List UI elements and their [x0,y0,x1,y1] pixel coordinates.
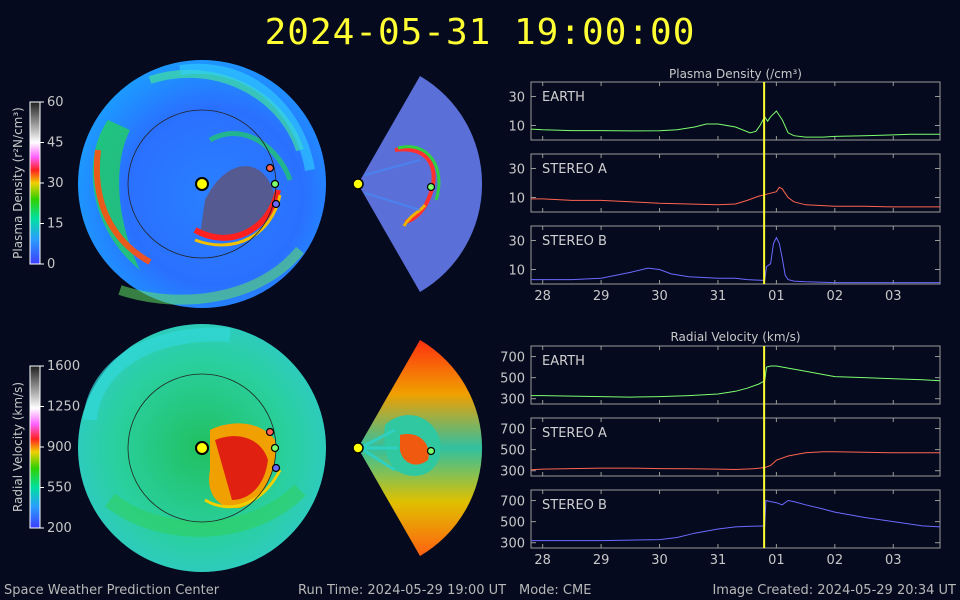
footer-org: Space Weather Prediction Center [4,583,220,598]
y-tick-label: 10 [508,264,525,279]
y-tick-label: 700 [500,423,525,438]
plot-panel-frame [530,81,941,141]
colorbar-tick-label: 0 [47,257,55,272]
x-tick-label: 01 [768,289,785,304]
plot-panel-frame [530,225,941,285]
panel-label: STEREO A [542,426,607,441]
earth-marker-density-disk [265,163,281,209]
series-line [530,110,940,138]
colorbar-title: Radial Velocity (km/s) [11,382,25,512]
footer-run-time: Run Time: 2024-05-29 19:00 UT [298,583,507,598]
colorbar-tick-label: 15 [47,217,64,232]
colorbar-tick-label: 45 [47,136,64,151]
footer-mode: Mode: CME [519,583,592,598]
velocity-colorbar [29,365,41,529]
series-line [531,186,940,208]
panel-label: EARTH [542,90,585,105]
y-tick-label: 300 [500,537,525,552]
velocity-ecliptic-disk [78,324,326,572]
sun-marker-velocity-wedge [352,442,436,456]
y-tick-label: 30 [508,235,525,250]
colorbar-tick-label: 60 [47,95,64,110]
series-line [531,499,941,542]
x-tick-label: 31 [710,553,727,568]
series-line [531,236,940,284]
sun-marker-velocity-disk [195,427,281,473]
y-tick-label: 700 [500,351,525,366]
colorbar-tick-label: 900 [47,440,72,455]
panel-label: STEREO B [542,498,607,513]
plot-panel-frame [530,489,941,549]
sun-marker-density-disk [195,177,209,191]
plot-panel-frame [530,153,941,213]
y-tick-label: 30 [508,91,525,106]
y-tick-label: 500 [500,516,525,531]
x-tick-label: 30 [651,553,668,568]
x-tick-label: 30 [651,289,668,304]
y-tick-label: 30 [508,163,525,178]
colorbar-tick-label: 200 [47,521,72,536]
colorbar-tick-label: 550 [47,481,72,496]
series-line [530,451,940,471]
y-tick-label: 10 [508,192,525,207]
density-meridional-wedge [358,76,483,292]
plot-panel-frame [530,345,941,405]
plot-panel-frame [530,417,941,477]
x-tick-label: 03 [885,553,902,568]
y-tick-label: 500 [500,372,525,387]
x-tick-label: 29 [593,553,610,568]
x-tick-label: 01 [768,553,785,568]
panel-label: EARTH [542,354,585,369]
colorbar-tick-label: 30 [47,176,64,191]
x-tick-label: 31 [710,289,727,304]
colorbar-title: Plasma Density (r²N/cm³) [11,107,25,259]
panel-label: STEREO B [542,234,607,249]
x-tick-label: 03 [885,289,902,304]
density-colorbar [29,101,41,265]
x-tick-label: 28 [534,553,551,568]
x-tick-label: 02 [827,553,844,568]
y-tick-label: 700 [500,495,525,510]
plot-title: Radial Velocity (km/s) [670,330,800,344]
panel-label: STEREO A [542,162,607,177]
footer-image-created: Image Created: 2024-05-29 20:34 UT [712,583,956,598]
sun-marker-density-wedge [352,178,436,192]
y-tick-label: 10 [508,120,525,135]
y-tick-label: 300 [500,393,525,408]
y-tick-label: 500 [500,444,525,459]
series-line [531,365,941,398]
colorbar-tick-label: 1250 [47,400,80,415]
colorbar-tick-label: 1600 [47,359,80,374]
plot-title: Plasma Density (/cm³) [669,67,802,81]
y-tick-label: 300 [500,465,525,480]
x-tick-label: 29 [593,289,610,304]
velocity-meridional-wedge [358,340,483,556]
timestamp-title: 2024-05-31 19:00:00 [264,12,696,53]
x-tick-label: 28 [534,289,551,304]
x-tick-label: 02 [827,289,844,304]
